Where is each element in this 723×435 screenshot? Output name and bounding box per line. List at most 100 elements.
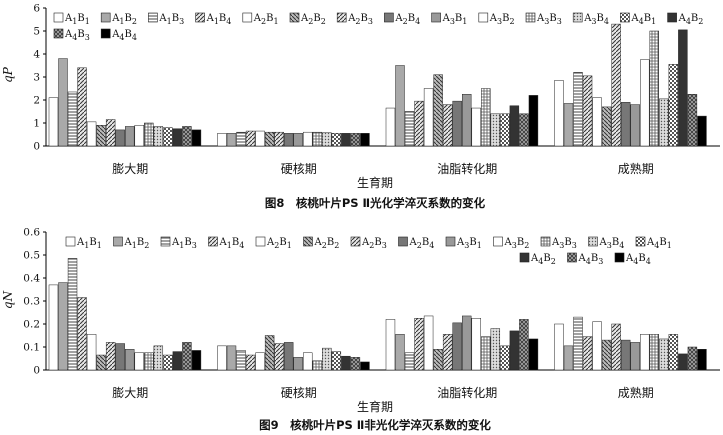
legend-label: A1B4: [206, 13, 232, 26]
bar-A3B1-3: [462, 315, 472, 371]
bar-A2B1-2: [255, 130, 265, 147]
bar-A1B2-1: [58, 282, 68, 371]
legend-label: A4B2: [530, 253, 556, 266]
bar-A2B4-4: [620, 339, 631, 371]
legend-swatch: [53, 12, 64, 23]
bar-A1B1-2: [217, 133, 227, 147]
legend-label: A2B3: [347, 13, 373, 26]
bar-A2B4-3: [452, 100, 462, 147]
bar-A1B3-3: [404, 111, 415, 147]
bar-A1B1-1: [48, 97, 59, 147]
bar-A3B4-1: [153, 126, 164, 147]
x-tick-label: 油脂转化期: [437, 161, 497, 176]
legend-label: A3B2: [504, 237, 530, 250]
bar-A3B3-3: [481, 88, 491, 147]
bar-A1B1-1: [48, 284, 59, 371]
bar-A3B4-4: [659, 98, 669, 147]
figure-caption: 图8 核桃叶片PS Ⅱ光化学淬灭系数的变化: [265, 196, 486, 210]
bar-A1B4-2: [245, 130, 256, 147]
bar-A1B3-3: [404, 352, 415, 371]
bar-A1B2-4: [563, 345, 574, 371]
legend-label: A4B3: [64, 29, 90, 42]
x-tick-label: 成熟期: [618, 385, 654, 400]
bar-A1B3-4: [573, 316, 583, 371]
bar-A4B3-1: [182, 126, 192, 147]
bar-A2B1-4: [592, 97, 602, 147]
legend-swatch: [588, 236, 598, 247]
bar-A3B2-1: [134, 125, 144, 147]
bar-A4B1-1: [163, 354, 173, 371]
bar-A4B1-3: [500, 345, 510, 371]
legend-swatch: [431, 12, 441, 23]
bar-A2B3-3: [442, 104, 453, 147]
legend-swatch: [567, 252, 577, 263]
bar-A1B3-4: [573, 72, 583, 147]
legend-swatch: [540, 236, 551, 247]
bar-A4B3-2: [350, 133, 361, 147]
legend: A1B1 A1B2 A1B3 A1B4 A2B1 A2B2 A2B3 A2B4 A3B1 A3B2…: [65, 236, 672, 266]
y-tick-label: 0.2: [23, 319, 40, 331]
bar-A4B3-3: [519, 113, 529, 147]
bar-A4B3-1: [182, 342, 192, 371]
bar-A1B2-2: [226, 133, 237, 147]
legend-swatch: [303, 236, 313, 247]
bar-A4B1-3: [500, 113, 510, 147]
bar-A2B3-1: [105, 342, 116, 371]
bar-A3B3-4: [649, 334, 659, 371]
bar-A2B3-1: [105, 119, 116, 147]
legend: A1B1 A1B2 A1B3 A1B4 A2B1 A2B2 A2B3 A2B4 A3B1 A3B2…: [53, 12, 703, 42]
legend-label: A1B1: [64, 13, 90, 26]
bar-A3B2-3: [471, 318, 481, 371]
bar-A2B4-2: [283, 342, 294, 371]
bar-A3B4-3: [490, 113, 501, 147]
legend-swatch: [195, 12, 205, 23]
bar-A4B2-4: [678, 29, 688, 147]
legend-label: A2B3: [361, 237, 387, 250]
bar-A1B3-1: [67, 91, 78, 147]
y-tick-label: 0.4: [23, 273, 40, 285]
legend-swatch: [113, 236, 123, 247]
bar-A1B1-3: [385, 319, 396, 371]
bar-A2B2-2: [264, 335, 275, 371]
bar-A3B1-1: [125, 126, 135, 147]
legend-label: A2B2: [300, 13, 326, 26]
bar-A1B2-4: [563, 103, 574, 147]
bar-A2B2-1: [96, 125, 106, 147]
bar-A1B4-1: [77, 297, 87, 371]
legend-label: A2B1: [253, 13, 279, 26]
bar-A4B3-4: [687, 94, 698, 147]
bar-A3B3-1: [144, 122, 154, 147]
bar-A4B2-3: [509, 330, 520, 371]
legend-label: A3B3: [551, 237, 577, 250]
bar-A1B4-2: [245, 354, 256, 371]
legend-swatch: [445, 236, 456, 247]
bar-A4B2-2: [341, 355, 351, 371]
legend-label: A2B1: [266, 237, 292, 250]
bar-A1B1-4: [554, 80, 564, 147]
bar-A1B2-3: [395, 65, 405, 147]
bar-A2B4-2: [283, 133, 294, 147]
bar-A4B1-2: [331, 351, 342, 371]
bar-A2B2-4: [601, 106, 612, 147]
legend-label: A1B2: [111, 13, 137, 26]
legend-label: A2B2: [314, 237, 340, 250]
bar-A2B3-4: [611, 323, 621, 371]
bar-A4B4-4: [697, 115, 707, 147]
legend-swatch: [478, 12, 489, 23]
bar-A3B3-1: [144, 352, 154, 371]
bar-A3B2-2: [303, 352, 313, 371]
legend-label: A1B3: [171, 237, 197, 250]
y-axis-label: qN: [1, 290, 15, 309]
x-axis-label: 生育期: [357, 175, 393, 190]
y-tick-label: 6: [33, 3, 40, 15]
bar-A2B1-4: [592, 321, 602, 371]
chart-2: 0 0.1 0.2 0.3 0.4 0.5 0.6 qN 膨大期 硬核期 油脂转化期 成熟期生育期图9…: [1, 227, 720, 432]
bar-A3B2-3: [471, 107, 481, 147]
bar-A1B4-4: [582, 336, 593, 371]
y-tick-label: 0.3: [23, 296, 40, 308]
bar-A3B2-4: [640, 334, 650, 371]
y-tick-label: 1: [33, 118, 40, 130]
legend-label: A3B2: [489, 13, 515, 26]
bar-A1B2-2: [226, 345, 237, 371]
